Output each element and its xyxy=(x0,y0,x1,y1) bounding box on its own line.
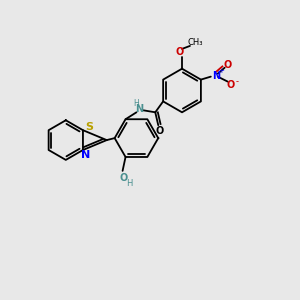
Text: S: S xyxy=(85,122,93,132)
Text: H: H xyxy=(126,179,133,188)
Text: O: O xyxy=(155,126,164,136)
Text: -: - xyxy=(236,77,239,86)
Text: O: O xyxy=(224,60,232,70)
Text: H: H xyxy=(134,99,139,108)
Text: +: + xyxy=(219,68,225,74)
Text: N: N xyxy=(135,104,143,114)
Text: N: N xyxy=(81,150,91,160)
Text: N: N xyxy=(212,70,220,81)
Text: CH₃: CH₃ xyxy=(187,38,203,47)
Text: O: O xyxy=(226,80,235,90)
Text: O: O xyxy=(176,47,184,57)
Text: O: O xyxy=(119,173,128,183)
